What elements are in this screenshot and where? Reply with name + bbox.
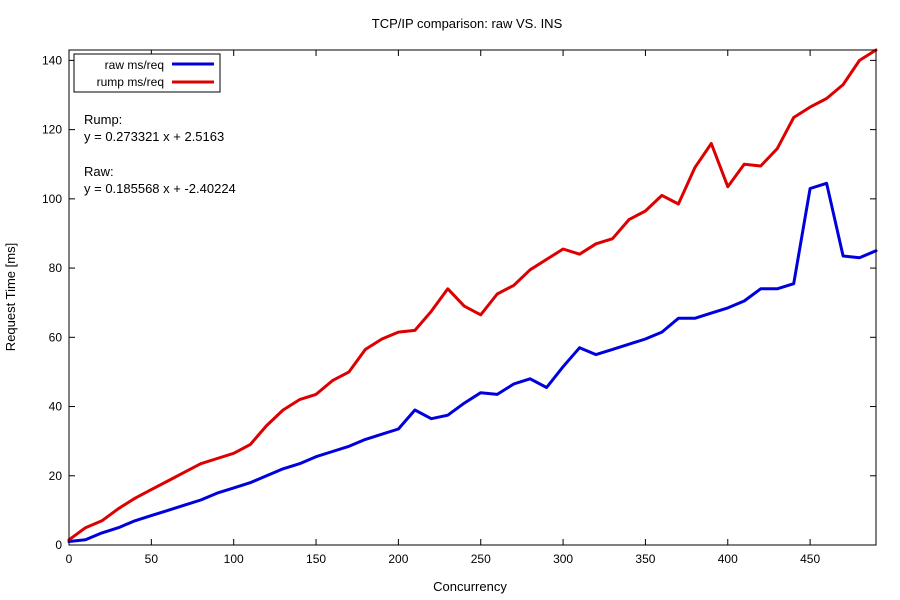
y-tick-label: 100 xyxy=(42,192,62,206)
series-line-0 xyxy=(67,181,878,543)
legend-box xyxy=(73,53,221,93)
plot-area xyxy=(67,48,878,543)
x-tick-label: 150 xyxy=(306,552,326,566)
x-tick-label: 400 xyxy=(718,552,738,566)
annotation-raw-label: Raw: xyxy=(84,164,114,179)
annotation-raw-equation: y = 0.185568 x + -2.40224 xyxy=(84,181,236,196)
y-tick-label: 40 xyxy=(49,400,63,414)
plot-frame xyxy=(68,49,877,546)
x-tick-label: 300 xyxy=(553,552,573,566)
x-tick-label: 0 xyxy=(66,552,73,566)
series-line-1 xyxy=(67,48,878,542)
fit-annotations: Rump: y = 0.273321 x + 2.5163 Raw: y = 0… xyxy=(84,112,236,196)
x-axis-label: Concurrency xyxy=(433,579,507,594)
y-tick-label: 120 xyxy=(42,123,62,137)
x-tick-label: 250 xyxy=(471,552,491,566)
x-tick-label: 450 xyxy=(800,552,820,566)
legend: raw ms/req rump ms/req xyxy=(73,53,221,93)
annotation-rump-label: Rump: xyxy=(84,112,122,127)
y-tick-label: 0 xyxy=(55,538,62,552)
x-tick-label: 50 xyxy=(145,552,159,566)
y-tick-label: 140 xyxy=(42,53,62,67)
x-tick-label: 350 xyxy=(635,552,655,566)
legend-label-raw: raw ms/req xyxy=(105,58,164,72)
y-tick-label: 60 xyxy=(49,330,63,344)
annotation-rump-equation: y = 0.273321 x + 2.5163 xyxy=(84,129,224,144)
legend-label-rump: rump ms/req xyxy=(97,75,164,89)
y-axis-label: Request Time [ms] xyxy=(3,243,18,351)
axis-ticks: 0 50 100 150 200 250 300 350 400 450 0 20 40 60 80 100 1… xyxy=(42,50,876,566)
y-tick-label: 20 xyxy=(49,469,63,483)
chart-title: TCP/IP comparison: raw VS. INS xyxy=(372,16,563,31)
x-tick-label: 100 xyxy=(224,552,244,566)
y-tick-label: 80 xyxy=(49,261,63,275)
x-tick-label: 200 xyxy=(388,552,408,566)
